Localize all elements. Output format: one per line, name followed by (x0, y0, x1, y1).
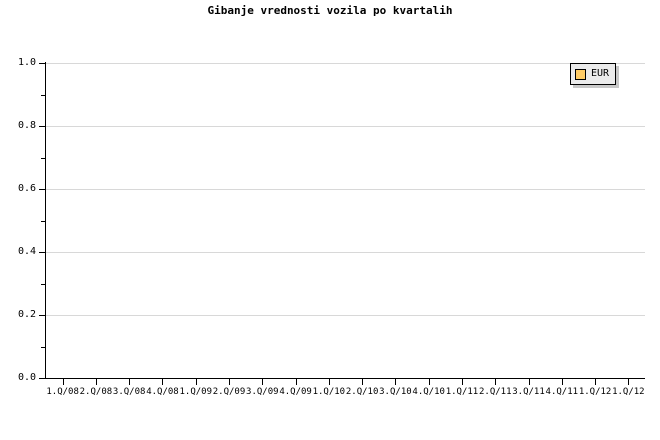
x-axis-tick (529, 379, 530, 385)
y-axis-tick-major (39, 378, 45, 379)
gridline-horizontal (46, 189, 645, 190)
x-axis-tick (129, 379, 130, 385)
x-axis-tick-label: 4.Q/08 (146, 387, 179, 397)
y-axis-tick-label: 0.8 (17, 120, 36, 131)
x-axis-tick (96, 379, 97, 385)
x-axis-tick (462, 379, 463, 385)
x-axis-tick (595, 379, 596, 385)
y-axis-tick-minor (41, 283, 45, 285)
gridline-horizontal (46, 315, 645, 316)
x-axis-tick-label: 4.Q/11 (545, 387, 579, 397)
x-axis-line (45, 378, 645, 379)
chart-title: Gibanje vrednosti vozila po kvartalih (207, 4, 453, 17)
x-axis-tick-label: 3.Q/09 (246, 387, 279, 397)
chart-legend[interactable]: EUR (570, 63, 617, 85)
x-axis-tick (329, 379, 330, 385)
x-axis-tick-label: 4.Q/10 (412, 387, 445, 397)
x-axis-tick (162, 379, 163, 385)
x-axis-tick-label: 2.Q/10 (345, 387, 379, 397)
y-axis-labels: 0.0 0.2 0.4 0.6 0.8 1.0 (0, 0, 36, 440)
plot-area (46, 63, 645, 379)
x-axis-tick (229, 379, 230, 385)
x-axis-tick-label: 1.Q/10 (312, 387, 346, 397)
gridline-horizontal (46, 252, 645, 253)
gridline-horizontal (46, 63, 645, 64)
y-axis-tick-label: 1.0 (17, 57, 36, 68)
legend-swatch-eur-icon (575, 68, 586, 80)
x-axis-tick (63, 379, 64, 385)
legend-label-eur: EUR (591, 68, 610, 79)
y-axis-tick-minor (41, 220, 45, 222)
x-axis-tick-label: 3.Q/10 (379, 387, 412, 397)
y-axis-tick-label: 0.4 (17, 246, 36, 257)
x-axis-tick (362, 379, 363, 385)
x-axis-tick-label: 1.Q/08 (46, 387, 79, 397)
y-axis-tick-minor (41, 94, 45, 96)
x-axis-tick-label: 2.Q/11 (478, 387, 512, 397)
x-axis-tick (296, 379, 297, 385)
x-axis-tick (262, 379, 263, 385)
y-axis-tick-label: 0.0 (17, 372, 36, 383)
y-axis-line (45, 62, 46, 379)
gridline-horizontal (46, 126, 645, 127)
x-axis-tick (495, 379, 496, 385)
y-axis-tick-major (39, 252, 45, 253)
x-axis-tick-label: 3.Q/08 (112, 387, 146, 397)
x-axis-tick-label: 1.Q/09 (179, 387, 212, 397)
x-axis-tick (429, 379, 430, 385)
x-axis-tick-label: 3.Q/11 (512, 387, 545, 397)
x-axis-tick (562, 379, 563, 385)
x-axis-tick-label: 4.Q/09 (279, 387, 312, 397)
y-axis-tick-minor (41, 346, 45, 348)
x-axis-tick (196, 379, 197, 385)
y-axis-tick-minor (41, 157, 45, 159)
x-axis-tick-label: 1.Q/12 (578, 387, 612, 397)
y-axis-tick-label: 0.2 (17, 309, 36, 320)
x-axis-tick (628, 379, 629, 385)
y-axis-tick-major (39, 189, 45, 190)
x-axis-tick-label: 1.Q/12 (612, 387, 645, 397)
y-axis-tick-major (39, 126, 45, 127)
y-axis-tick-label: 0.6 (17, 183, 36, 194)
x-axis-tick-label: 2.Q/09 (212, 387, 246, 397)
x-axis-tick-label: 2.Q/08 (79, 387, 113, 397)
x-axis-tick-label: 1.Q/11 (445, 387, 479, 397)
y-axis-tick-major (39, 315, 45, 316)
y-axis-tick-major (39, 63, 45, 64)
x-axis-tick (395, 379, 396, 385)
